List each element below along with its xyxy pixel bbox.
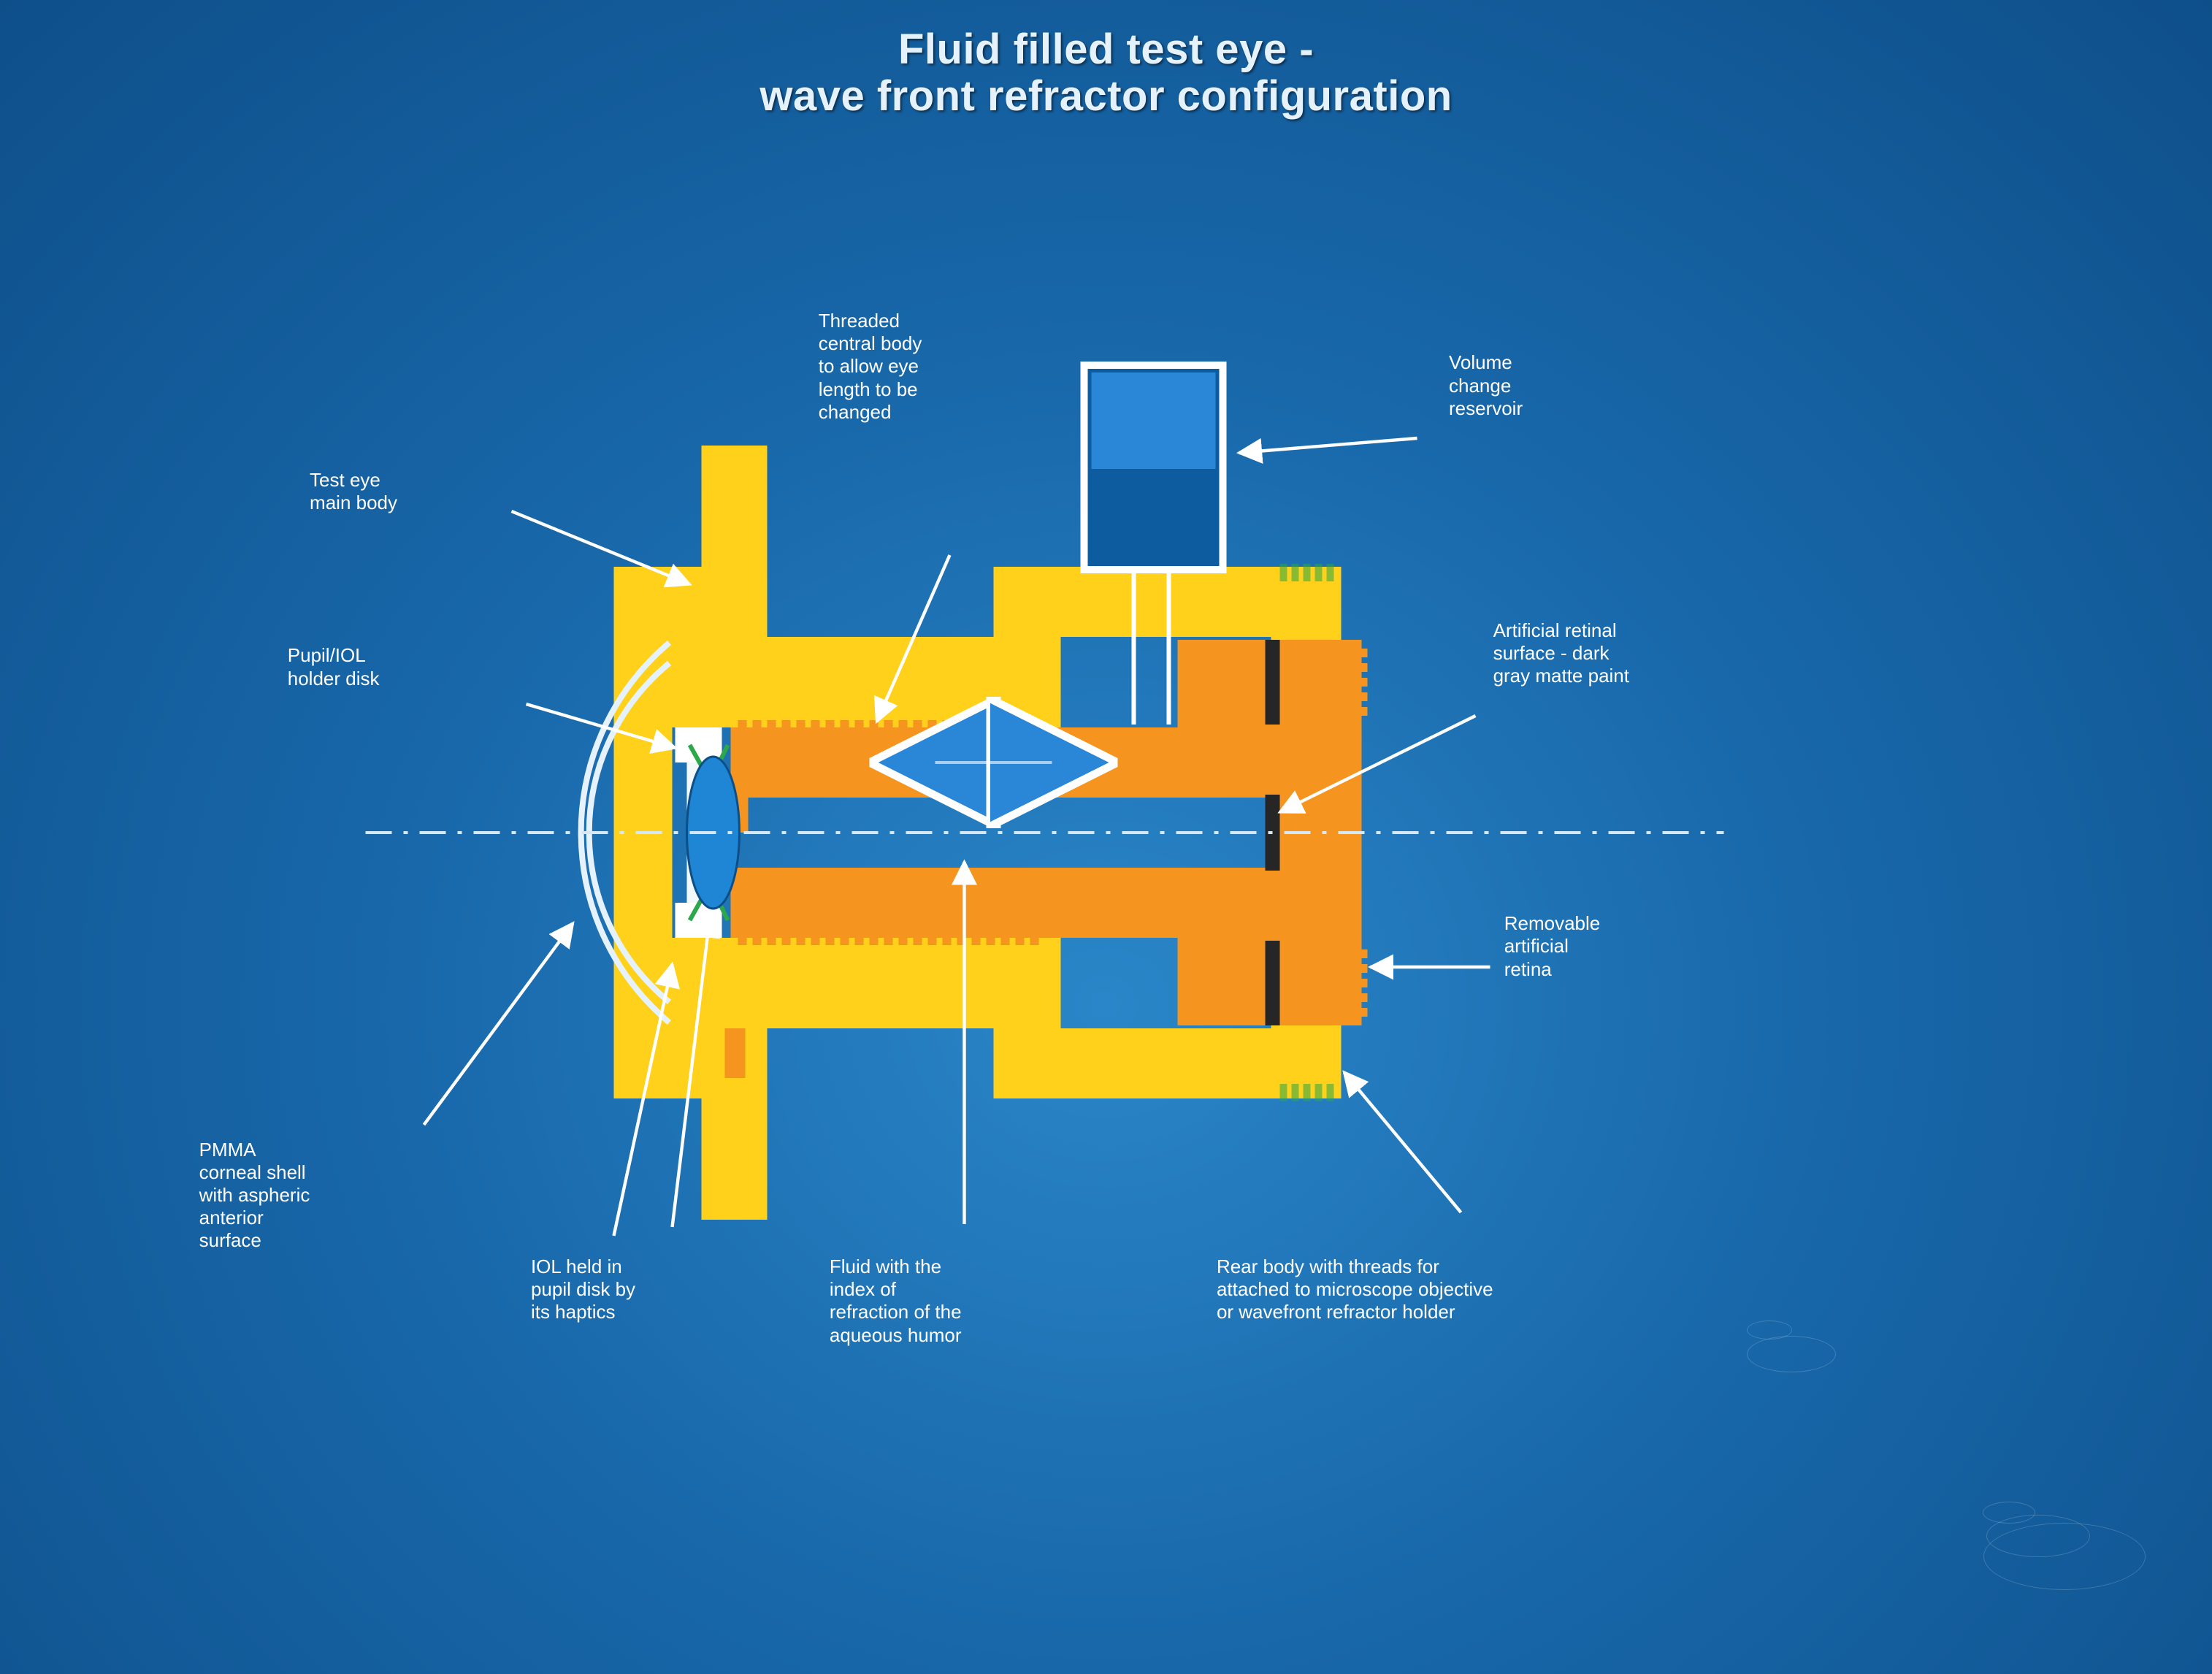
label-test-eye-main-body: Test eye main body: [310, 469, 397, 514]
rear-body-step-top: [1178, 725, 1280, 795]
label-iol-held: IOL held in pupil disk by its haptics: [531, 1256, 635, 1324]
label-artificial-retina-surface: Artificial retinal surface - dark gray m…: [1493, 619, 1629, 688]
diagram-svg: [0, 0, 2212, 1674]
label-pupil-iol-holder: Pupil/IOL holder disk: [288, 644, 380, 689]
label-threaded-central-body: Threaded central body to allow eye lengt…: [819, 310, 922, 424]
label-fluid-index: Fluid with the index of refraction of th…: [830, 1256, 962, 1347]
slide: Fluid filled test eye - wave front refra…: [0, 0, 2212, 1674]
label-removable-retina: Removable artificial retina: [1504, 912, 1601, 981]
label-rear-body: Rear body with threads for attached to m…: [1217, 1256, 1493, 1324]
label-pmma-cornea: PMMA corneal shell with aspheric anterio…: [199, 1139, 310, 1253]
rear-body-step-bottom: [1178, 871, 1280, 941]
label-volume-reservoir: Volume change reservoir: [1449, 351, 1523, 420]
